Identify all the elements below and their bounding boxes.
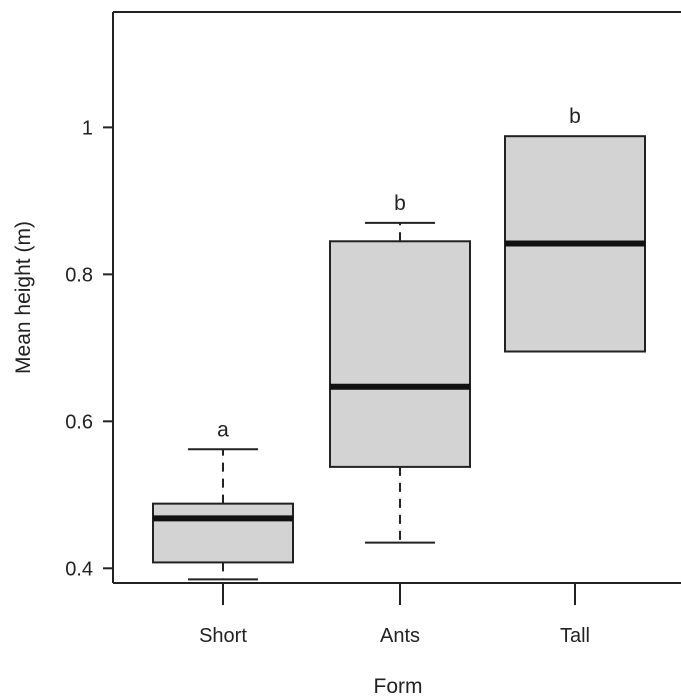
y-axis: 0.4 0.6 0.8 1 [65,117,113,580]
significance-letter: a [217,418,229,441]
y-tick-label: 0.4 [65,558,93,580]
boxes-layer: a b b [152,105,646,581]
y-tick-label: 1 [82,117,93,139]
significance-letter: b [569,105,581,128]
x-tick-label: Short [199,625,247,647]
y-axis-title: Mean height (m) [12,221,35,374]
box-tall: b [504,105,646,353]
plot-frame [112,11,681,584]
x-axis: Short Ants Tall [199,583,590,647]
x-tick-label: Ants [380,625,420,647]
x-tick-label: Tall [560,625,590,647]
y-tick-label: 0.6 [65,411,93,433]
y-tick-label: 0.8 [65,264,93,286]
box-short: a [152,418,294,581]
iqr-box [329,240,471,468]
iqr-box [152,502,294,564]
x-axis-title: Form [374,675,423,698]
significance-letter: b [394,192,406,215]
box-ants: b [329,192,471,544]
